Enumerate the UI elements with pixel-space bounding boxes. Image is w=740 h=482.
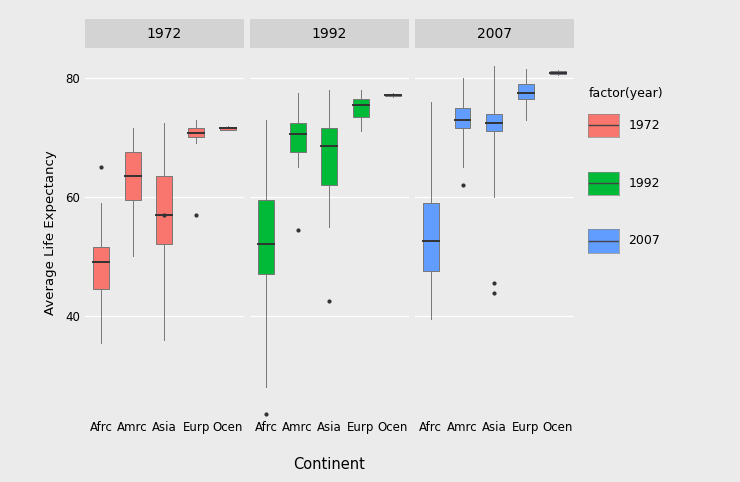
Y-axis label: Average Life Expectancy: Average Life Expectancy [44,150,57,315]
Bar [289,122,306,152]
Bar [550,71,565,74]
Bar [220,127,236,130]
Text: 1972: 1972 [628,119,660,132]
Bar [156,176,172,244]
Text: 2007: 2007 [477,27,512,41]
Bar [258,200,274,274]
Bar [321,129,337,185]
Bar [125,152,141,200]
Bar [423,203,439,271]
Bar [188,129,204,137]
Bar [93,247,109,289]
Text: factor(year): factor(year) [588,87,663,100]
Bar [518,84,534,99]
Text: 2007: 2007 [628,235,660,247]
Bar [454,107,471,129]
Bar [353,99,369,117]
Text: 1992: 1992 [312,27,347,41]
Text: 1972: 1972 [147,27,182,41]
Bar [486,114,502,132]
Bar [385,94,400,96]
Text: 1992: 1992 [628,177,660,189]
Text: Continent: Continent [293,457,366,472]
